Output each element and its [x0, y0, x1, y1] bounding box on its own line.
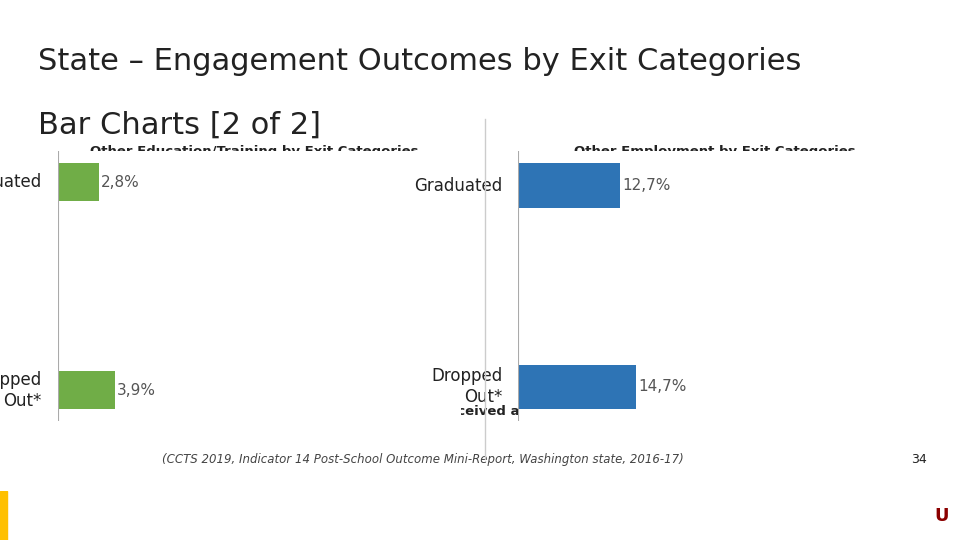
Text: Washington state, 2016-17: Washington state, 2016-17	[154, 166, 355, 179]
Text: 2,8%: 2,8%	[101, 175, 139, 190]
Text: Washington state, 2016-17: Washington state, 2016-17	[614, 166, 816, 179]
Bar	[0, 491, 7, 540]
Text: 34: 34	[911, 453, 926, 466]
Bar	[518, 164, 620, 208]
Text: *Includes students who aged out or received an adult high school diploma or GED.: *Includes students who aged out or recei…	[171, 405, 789, 418]
Text: SEATTLE: SEATTLE	[850, 507, 936, 525]
Text: State – Engagement Outcomes by Exit Categories: State – Engagement Outcomes by Exit Cate…	[38, 46, 802, 76]
Text: (CCTS 2019, Indicator 14 Post-School Outcome Mini-Report, Washington state, 2016: (CCTS 2019, Indicator 14 Post-School Out…	[161, 453, 684, 466]
Bar	[58, 164, 99, 201]
Text: Center for Change in Transition Services | www.seattleu.edu/ccts | CC BY 4.0: Center for Change in Transition Services…	[12, 510, 411, 521]
Bar	[58, 372, 115, 409]
Text: 12,7%: 12,7%	[623, 178, 671, 193]
Text: Bar Charts [2 of 2]: Bar Charts [2 of 2]	[38, 110, 322, 139]
Bar	[518, 364, 636, 409]
Text: Other Employment by Exit Categories: Other Employment by Exit Categories	[574, 145, 856, 158]
Text: 14,7%: 14,7%	[638, 379, 687, 394]
Text: Other Education/Training by Exit Categories: Other Education/Training by Exit Categor…	[90, 145, 419, 158]
Text: U: U	[934, 507, 948, 525]
Text: 3,9%: 3,9%	[117, 383, 156, 397]
